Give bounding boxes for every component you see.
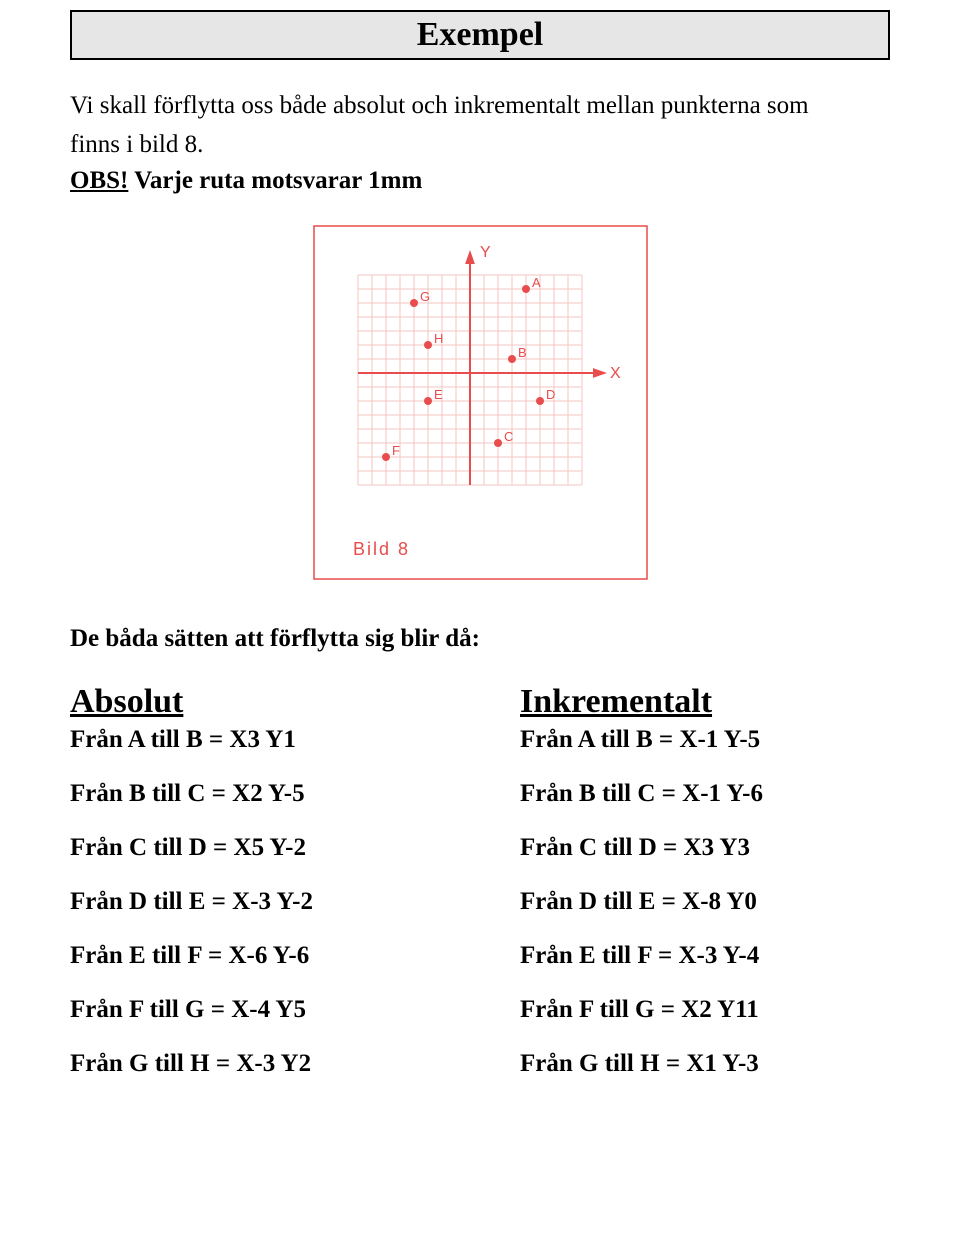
table-row: Från F till G = X2 Y11 bbox=[520, 995, 890, 1025]
figure-container: Y X A B C D E F G H Bild 8 bbox=[70, 225, 890, 585]
columns: Absolut Från A till B = X3 Y1 Från B til… bbox=[70, 683, 890, 1103]
page-title: Exempel bbox=[417, 16, 544, 53]
table-row: Från E till F = X-6 Y-6 bbox=[70, 941, 440, 971]
svg-text:D: D bbox=[546, 387, 555, 402]
table-row: Från C till D = X3 Y3 bbox=[520, 833, 890, 863]
svg-text:C: C bbox=[504, 429, 513, 444]
obs-text: Varje ruta motsvarar 1mm bbox=[128, 167, 422, 194]
intro-line-2: finns i bild 8. bbox=[70, 129, 890, 162]
column-absolut: Absolut Från A till B = X3 Y1 Från B til… bbox=[70, 683, 440, 1103]
svg-text:Bild 8: Bild 8 bbox=[353, 539, 410, 559]
table-row: Från G till H = X1 Y-3 bbox=[520, 1049, 890, 1079]
table-row: Från F till G = X-4 Y5 bbox=[70, 995, 440, 1025]
svg-text:F: F bbox=[392, 443, 400, 458]
intro-line-1: Vi skall förflytta oss både absolut och … bbox=[70, 90, 890, 123]
obs-line: OBS! Varje ruta motsvarar 1mm bbox=[70, 167, 890, 195]
table-row: Från B till C = X-1 Y-6 bbox=[520, 779, 890, 809]
svg-text:E: E bbox=[434, 387, 443, 402]
obs-label: OBS! bbox=[70, 167, 128, 194]
svg-text:Y: Y bbox=[480, 244, 491, 261]
page-title-box: Exempel bbox=[70, 10, 890, 60]
table-row: Från A till B = X3 Y1 bbox=[70, 725, 440, 755]
subheading: De båda sätten att förflytta sig blir då… bbox=[70, 625, 890, 653]
table-row: Från D till E = X-8 Y0 bbox=[520, 887, 890, 917]
svg-text:B: B bbox=[518, 345, 527, 360]
table-row: Från B till C = X2 Y-5 bbox=[70, 779, 440, 809]
svg-text:H: H bbox=[434, 331, 443, 346]
table-row: Från E till F = X-3 Y-4 bbox=[520, 941, 890, 971]
column-inkrementalt: Inkrementalt Från A till B = X-1 Y-5 Frå… bbox=[520, 683, 890, 1103]
table-row: Från G till H = X-3 Y2 bbox=[70, 1049, 440, 1079]
table-row: Från D till E = X-3 Y-2 bbox=[70, 887, 440, 917]
column-heading-inkrementalt: Inkrementalt bbox=[520, 683, 890, 721]
svg-text:X: X bbox=[610, 365, 621, 382]
svg-text:A: A bbox=[532, 275, 541, 290]
figure-bild-8: Y X A B C D E F G H Bild 8 bbox=[313, 225, 648, 585]
table-row: Från A till B = X-1 Y-5 bbox=[520, 725, 890, 755]
svg-text:G: G bbox=[420, 289, 430, 304]
column-heading-absolut: Absolut bbox=[70, 683, 440, 721]
page: Exempel Vi skall förflytta oss både abso… bbox=[0, 0, 960, 1250]
table-row: Från C till D = X5 Y-2 bbox=[70, 833, 440, 863]
